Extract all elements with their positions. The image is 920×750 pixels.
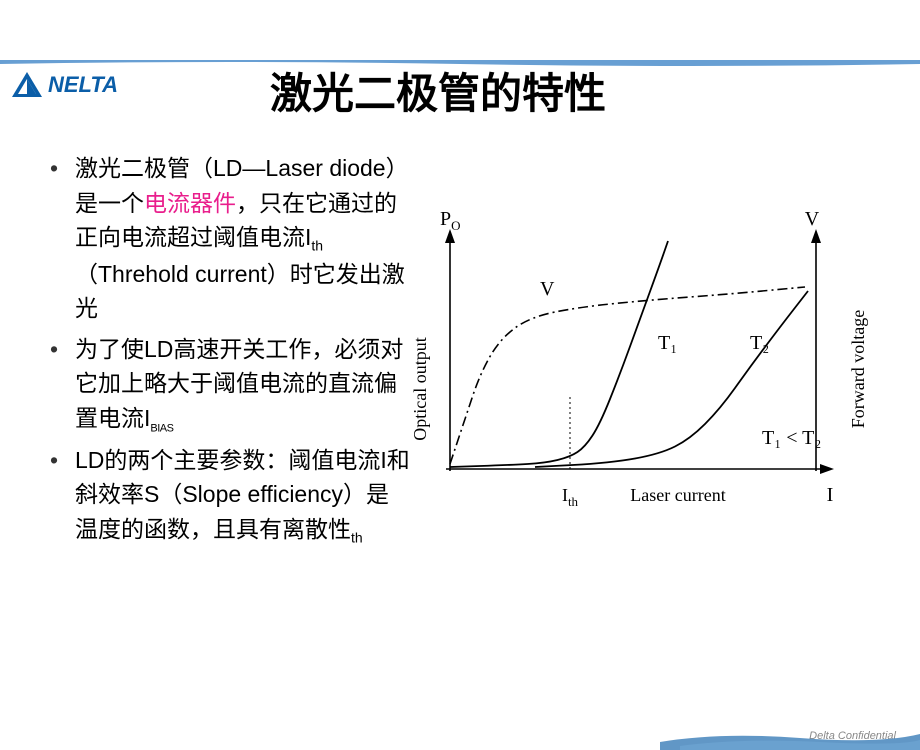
bullet-item: 激光二极管（LD—Laser diode）是一个电流器件，只在它通过的正向电流超… [45,151,410,326]
content-row: 激光二极管（LD—Laser diode）是一个电流器件，只在它通过的正向电流超… [0,151,920,554]
brand-name: NELTA [48,72,118,98]
slide-title: 激光二极管的特性 [270,60,920,121]
bottom-accent-swoosh [660,724,920,750]
y-axis-left: PO Optical output [410,208,461,471]
chart-svg: PO Optical output V Forward voltage Lase… [410,199,880,519]
curve-v [450,287,805,464]
svg-text:I: I [827,484,834,506]
svg-text:T₁: T₁ [658,332,677,354]
top-accent-bar [0,60,920,68]
svg-text:Optical output: Optical output [410,337,430,440]
svg-text:Ith: Ith [562,485,579,509]
svg-text:V: V [540,278,555,300]
svg-text:PO: PO [440,208,461,233]
bullet-list: 激光二极管（LD—Laser diode）是一个电流器件，只在它通过的正向电流超… [0,151,410,554]
svg-text:Forward voltage: Forward voltage [848,310,868,428]
bullet-item: 为了使LD高速开关工作，必须对它加上略大于阈值电流的直流偏置电流IBIAS [45,332,410,437]
svg-text:T₁ < T₂: T₁ < T₂ [762,427,821,449]
curve-t1 [450,241,668,467]
svg-text:Laser current: Laser current [630,485,725,505]
laser-diode-chart: PO Optical output V Forward voltage Lase… [410,199,920,554]
bullet-item: LD的两个主要参数：阈值电流I和斜效率S（Slope efficiency）是温… [45,443,410,549]
svg-text:T₂: T₂ [750,332,769,354]
brand-logo: NELTA [10,70,118,100]
x-axis: Laser current I [446,464,834,506]
delta-triangle-icon [10,70,44,100]
svg-text:V: V [805,208,820,230]
